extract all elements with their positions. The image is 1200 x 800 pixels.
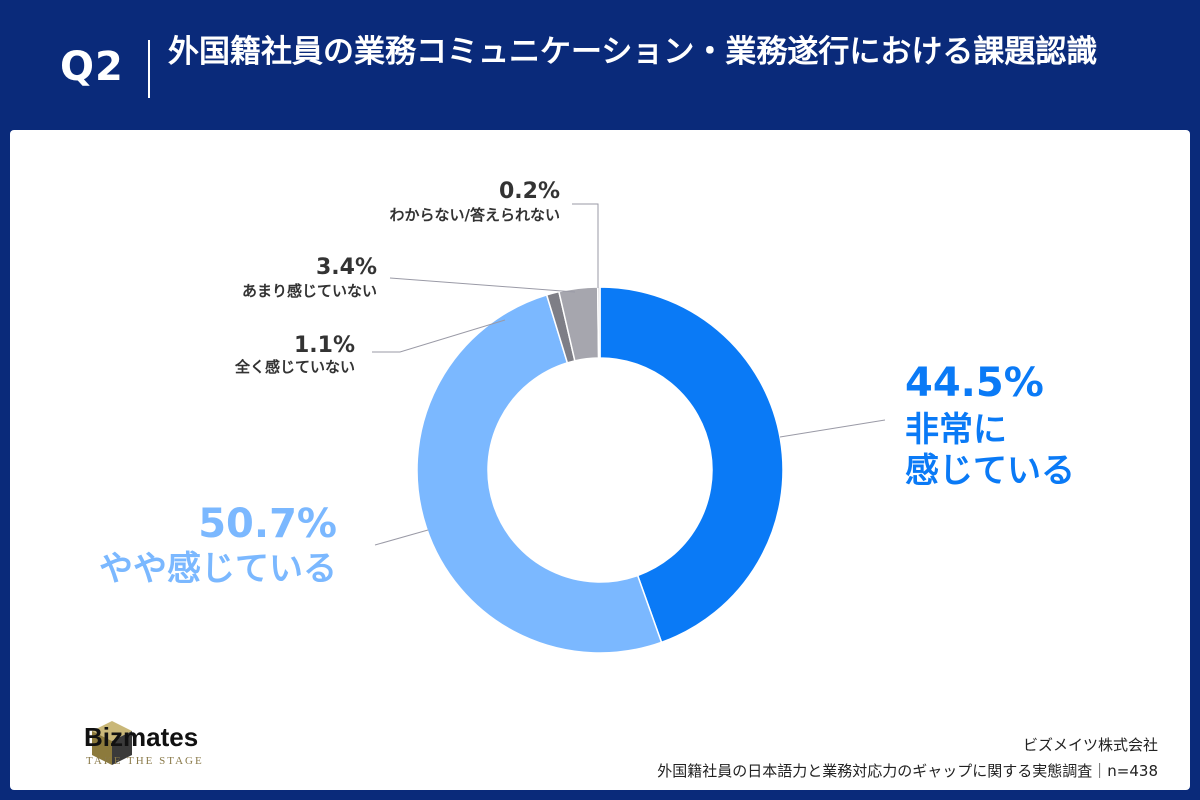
leader-line-4 (572, 203, 599, 288)
category-label-0: 感じている (905, 451, 1075, 491)
question-number: Q2 (60, 44, 124, 90)
category-label-1: やや感じている (99, 549, 337, 589)
leader-line-2 (372, 319, 506, 353)
logo-tagline: TAKE THE STAGE (86, 755, 204, 767)
company-credit: ビズメイツ株式会社 (1022, 736, 1158, 754)
value-label-0: 44.5% (905, 360, 1044, 406)
value-label-1: 50.7% (198, 501, 337, 547)
value-label-3: 3.4% (316, 255, 377, 280)
bizmates-logo-icon (92, 721, 132, 765)
category-label-2: 全く感じていない (234, 358, 355, 376)
donut-slice-1 (416, 293, 663, 654)
leader-line-1 (374, 529, 429, 546)
category-label-4: わからない/答えられない (390, 206, 560, 224)
leader-line-0 (779, 419, 886, 438)
category-label-0: 非常に (905, 410, 1007, 450)
donut-slice-0 (599, 286, 784, 644)
value-label-4: 0.2% (499, 179, 560, 204)
value-label-2: 1.1% (294, 333, 355, 358)
donut-slice-4 (596, 286, 601, 359)
header: Q2 外国籍社員の業務コミュニケーション・業務遂行における課題認識 (0, 0, 1200, 130)
header-divider (148, 40, 150, 98)
chart-title: 外国籍社員の業務コミュニケーション・業務遂行における課題認識 (168, 34, 1098, 70)
category-label-3: あまり感じていない (242, 282, 377, 300)
leader-line-3 (389, 277, 576, 293)
survey-credit: 外国籍社員の日本語力と業務対応力のギャップに関する実態調査｜n=438 (657, 762, 1158, 780)
chart-panel (10, 130, 1190, 790)
logo-name: Bizmates (84, 722, 199, 752)
